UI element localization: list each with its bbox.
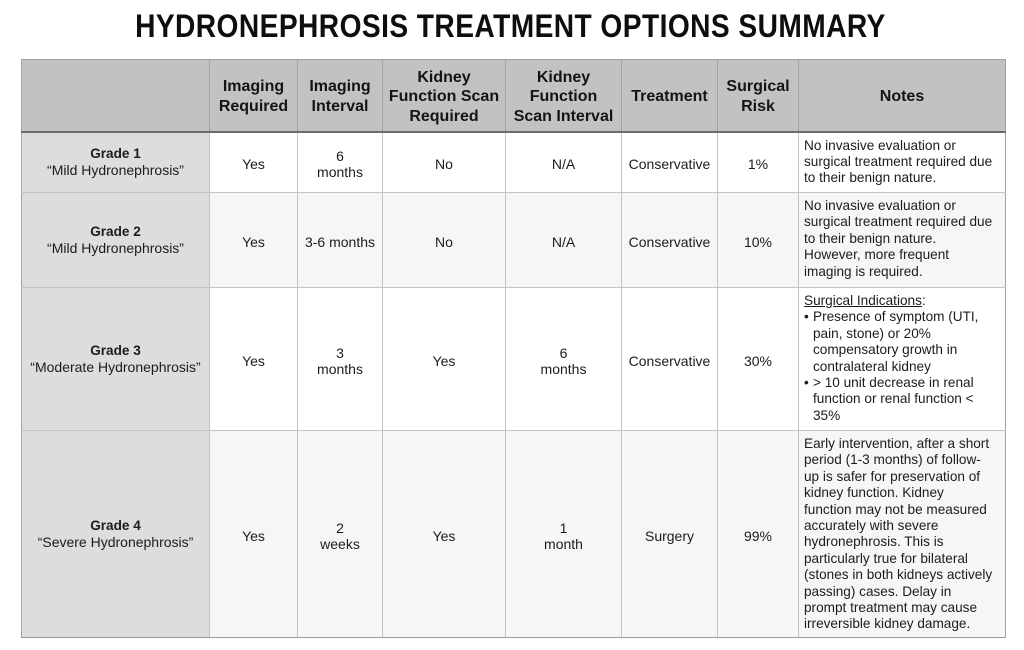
cell-grade1-treatment: Conservative — [621, 131, 718, 193]
cell-grade2-treatment: Conservative — [621, 192, 718, 288]
cell-grade3-scan-required: Yes — [382, 287, 506, 431]
cell-grade1-imaging-interval: 6 months — [297, 131, 383, 193]
cell-grade4-imaging-required: Yes — [209, 430, 298, 638]
page-title-text: HYDRONEPHROSIS TREATMENT OPTIONS SUMMARY — [135, 8, 886, 44]
bullet-text: Presence of symptom (UTI, pain, stone) o… — [813, 309, 979, 374]
cell-grade3-scan-interval: 6 months — [505, 287, 622, 431]
header-cell-imaging-interval: Imaging Interval — [297, 59, 383, 133]
cell-grade4-scan-interval: 1 month — [505, 430, 622, 638]
cell-grade3-treatment: Conservative — [621, 287, 718, 431]
surgical-indication-bullet-1: • Presence of symptom (UTI, pain, stone) … — [804, 309, 994, 375]
cell-grade2-notes: No invasive evaluation or surgical treat… — [798, 192, 1006, 288]
grade-subtitle: “Mild Hydronephrosis” — [47, 240, 184, 256]
row-header-grade-3: Grade 3 “Moderate Hydronephrosis” — [21, 287, 210, 431]
grade-title: Grade 1 — [90, 145, 141, 161]
table-row-grade-3: Grade 3 “Moderate Hydronephrosis” Yes 3 … — [21, 287, 1006, 431]
header-cell-imaging-required: Imaging Required — [209, 59, 298, 133]
cell-grade2-imaging-interval: 3-6 months — [297, 192, 383, 288]
row-header-grade-4: Grade 4 “Severe Hydronephrosis” — [21, 430, 210, 638]
header-cell-kidney-function-scan-interval: Kidney Function Scan Interval — [505, 59, 622, 133]
cell-grade4-notes: Early intervention, after a short period… — [798, 430, 1006, 638]
header-cell-treatment: Treatment — [621, 59, 718, 133]
cell-grade2-scan-required: No — [382, 192, 506, 288]
cell-grade4-surgical-risk: 99% — [717, 430, 799, 638]
grade-subtitle: “Mild Hydronephrosis” — [47, 162, 184, 179]
cell-grade2-imaging-required: Yes — [209, 192, 298, 288]
bullet-icon: • — [804, 309, 809, 325]
header-cell-notes: Notes — [798, 59, 1006, 133]
row-header-grade-1: Grade 1 “Mild Hydronephrosis” — [21, 131, 210, 193]
cell-grade2-surgical-risk: 10% — [717, 192, 799, 288]
cell-grade1-scan-interval: N/A — [505, 131, 622, 193]
row-header-grade-2: Grade 2 “Mild Hydronephrosis” — [21, 192, 210, 288]
treatment-summary-table: Imaging Required Imaging Interval Kidney… — [21, 59, 1006, 638]
table-row-grade-2: Grade 2 “Mild Hydronephrosis” Yes 3-6 mo… — [21, 192, 1006, 288]
header-row: Imaging Required Imaging Interval Kidney… — [21, 59, 1006, 133]
page-title: HYDRONEPHROSIS TREATMENT OPTIONS SUMMARY — [0, 8, 1024, 45]
cell-grade2-scan-interval: N/A — [505, 192, 622, 288]
header-cell-kidney-function-scan-required: Kidney Function Scan Required — [382, 59, 506, 133]
grade-title: Grade 2 — [90, 223, 141, 239]
cell-grade3-imaging-interval: 3 months — [297, 287, 383, 431]
cell-grade1-notes: No invasive evaluation or surgical treat… — [798, 131, 1006, 193]
table-row-grade-4: Grade 4 “Severe Hydronephrosis” Yes 2 we… — [21, 430, 1006, 638]
cell-grade1-imaging-required: Yes — [209, 131, 298, 193]
grade-subtitle: “Severe Hydronephrosis” — [37, 534, 194, 550]
cell-grade3-notes: Surgical Indications: • Presence of sympt… — [798, 287, 1006, 431]
cell-grade4-scan-required: Yes — [382, 430, 506, 638]
cell-grade3-imaging-required: Yes — [209, 287, 298, 431]
cell-grade1-scan-required: No — [382, 131, 506, 193]
cell-grade3-surgical-risk: 30% — [717, 287, 799, 431]
cell-grade4-treatment: Surgery — [621, 430, 718, 638]
grade-title: Grade 4 — [90, 517, 141, 533]
notes-heading-text: Surgical Indications — [804, 293, 922, 308]
table-row-grade-1: Grade 1 “Mild Hydronephrosis” Yes 6 mont… — [21, 131, 1006, 193]
bullet-text: > 10 unit decrease in renal function or … — [813, 375, 974, 423]
header-cell-surgical-risk: Surgical Risk — [717, 59, 799, 133]
cell-grade4-imaging-interval: 2 weeks — [297, 430, 383, 638]
grade-title: Grade 3 — [90, 342, 141, 358]
grade-subtitle: “Moderate Hydronephrosis” — [30, 359, 201, 375]
notes-heading-colon: : — [921, 293, 926, 308]
surgical-indication-bullet-2: • > 10 unit decrease in renal function or… — [804, 375, 994, 424]
cell-grade1-surgical-risk: 1% — [717, 131, 799, 193]
header-cell-blank — [21, 59, 210, 133]
surgical-indications-heading: Surgical Indications: — [804, 293, 994, 309]
bullet-icon: • — [804, 375, 809, 391]
